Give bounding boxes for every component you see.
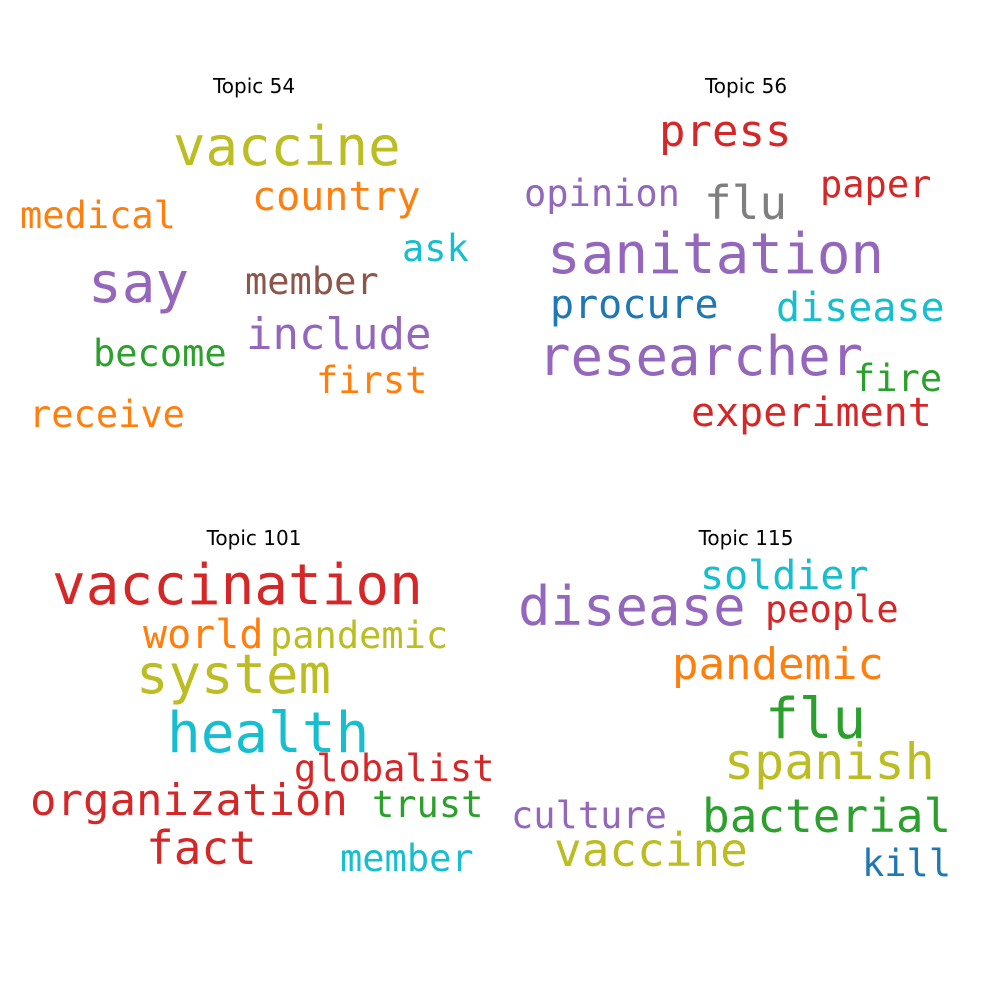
word: receive [29, 393, 185, 436]
word: experiment [691, 390, 932, 436]
word: first [316, 359, 428, 402]
word: sanitation [547, 222, 885, 287]
topic-56-panel: Topic 56 press opinion flu paper sanitat… [500, 0, 1000, 500]
word: press [659, 106, 792, 157]
topic-title: Topic 101 [206, 526, 302, 550]
word: say [88, 251, 190, 316]
word: include [246, 309, 432, 360]
topic-54-panel: Topic 54 vaccine country medical ask say… [0, 0, 500, 500]
word: world [143, 612, 264, 658]
word: vaccine [554, 823, 748, 877]
word: disease [776, 285, 945, 331]
word: medical [20, 194, 176, 237]
topic-title: Topic 56 [704, 74, 788, 98]
word: culture [511, 794, 667, 837]
word: soldier [700, 553, 869, 599]
word: researcher [538, 325, 864, 388]
word: vaccination [52, 553, 423, 618]
word: health [167, 701, 370, 766]
word: globalist [294, 747, 495, 790]
word: country [252, 174, 421, 220]
word: fact [146, 821, 257, 875]
word: paper [820, 163, 932, 206]
word: opinion [524, 172, 680, 215]
word: member [245, 260, 379, 303]
word: trust [372, 783, 484, 826]
topic-title: Topic 54 [212, 74, 296, 98]
word: flu [765, 687, 867, 752]
word: procure [550, 282, 719, 328]
word: become [93, 332, 227, 375]
topic-title: Topic 115 [698, 526, 794, 550]
word: pandemic [672, 639, 884, 690]
word: people [765, 588, 899, 631]
word: bacterial [702, 789, 952, 843]
word: kill [862, 842, 952, 885]
word: pandemic [270, 614, 449, 657]
word: ask [402, 227, 469, 270]
word: member [340, 837, 474, 880]
word: flu [704, 176, 788, 230]
word: organization [30, 775, 348, 826]
word: system [136, 643, 332, 706]
topic-101-panel: Topic 101 vaccination world pandemic sys… [0, 500, 500, 1000]
topic-115-panel: Topic 115 soldier disease people pandemi… [500, 500, 1000, 1000]
word: spanish [724, 733, 935, 791]
word: fire [853, 357, 943, 400]
word: disease [518, 575, 746, 638]
word: vaccine [173, 115, 401, 178]
